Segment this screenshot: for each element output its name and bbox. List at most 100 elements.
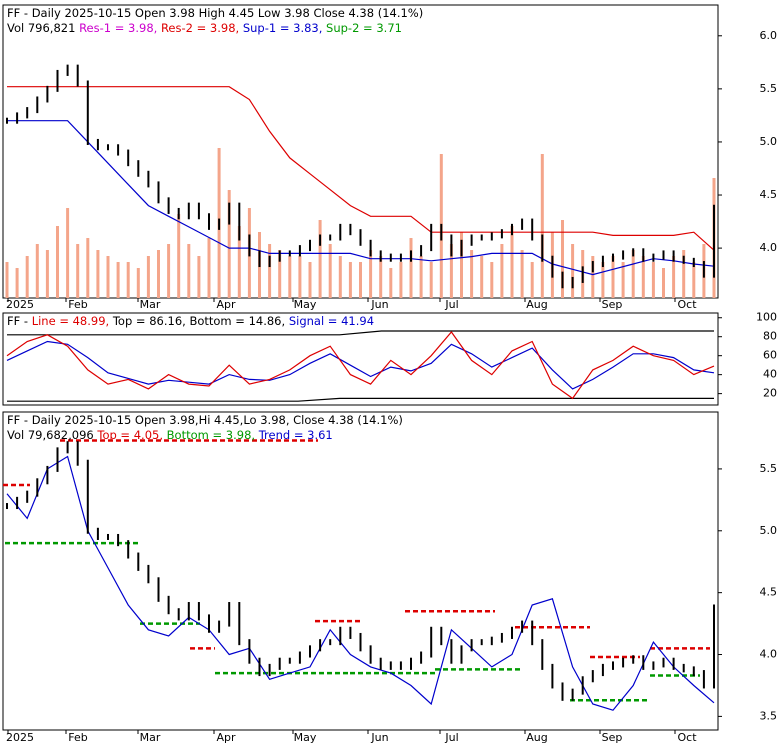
- header: Vol 796,821 Res-1 = 3.98, Res-2 = 3.98, …: [7, 21, 402, 35]
- panel-frame: [2, 4, 719, 299]
- volume-bar: [76, 244, 80, 298]
- x-tick-label: Aug: [526, 298, 547, 311]
- volume-bar: [641, 256, 645, 298]
- volume-bar: [480, 256, 484, 298]
- x-tick-label: Jun: [370, 298, 388, 311]
- volume-bar: [56, 226, 59, 298]
- indicator-line: [7, 330, 714, 336]
- y-tick-label: 60: [763, 349, 777, 362]
- header-item: FF - Daily 2025-10-15 Open 3.98,Hi 4.45,…: [7, 413, 403, 427]
- x-tick-label: Sep: [602, 298, 623, 311]
- volume-bar: [419, 256, 423, 298]
- volume-bar: [460, 232, 463, 298]
- x-tick-label: Jul: [444, 731, 458, 744]
- y-tick-label: 5.0: [760, 135, 778, 148]
- volume-bar: [449, 244, 453, 298]
- indicator-line: [7, 120, 715, 276]
- header-item: Res-2 = 3.98,: [161, 21, 239, 35]
- volume-bar: [308, 262, 312, 298]
- volume-bar: [470, 250, 474, 298]
- header-item: Vol 796,821: [7, 21, 75, 35]
- volume-bar: [348, 262, 352, 298]
- header-item: Top = 4.05,: [96, 428, 163, 442]
- volume-bar: [278, 250, 282, 298]
- x-tick-label: Mar: [140, 298, 161, 311]
- volume-bar: [540, 154, 544, 298]
- volume-bar: [662, 268, 665, 298]
- x-tick-label: Apr: [216, 731, 236, 744]
- x-tick-label: Aug: [526, 731, 547, 744]
- x-tick-label: Jun: [370, 731, 388, 744]
- y-tick-label: 3.5: [760, 709, 778, 722]
- y-tick-label: 5.5: [760, 462, 778, 475]
- y-tick-label: 6.0: [760, 29, 778, 42]
- panel-frame: [2, 411, 719, 731]
- volume-bar: [177, 214, 181, 298]
- header-item: Trend = 3.61: [258, 428, 333, 442]
- volume-bar: [5, 262, 9, 298]
- volume-bar: [631, 250, 635, 298]
- x-tick-label: Sep: [602, 731, 623, 744]
- header-item: FF - Daily 2025-10-15 Open 3.98 High 4.4…: [7, 6, 423, 20]
- y-tick-label: 80: [763, 330, 777, 343]
- y-tick-label: 4.5: [760, 188, 778, 201]
- indicator-line: [7, 86, 715, 251]
- header-item: Bottom = 3.98,: [167, 428, 255, 442]
- x-tick-label: May: [294, 298, 317, 311]
- volume-bar: [429, 262, 433, 298]
- header-item: FF -: [7, 314, 32, 328]
- volume-bar: [621, 262, 625, 298]
- volume-bar: [369, 250, 373, 298]
- volume-bar: [227, 190, 231, 298]
- volume-bar: [237, 226, 241, 298]
- volume-bar: [66, 208, 70, 298]
- volume-bar: [672, 256, 676, 298]
- y-tick-label: 20: [763, 387, 777, 400]
- volume-bar: [500, 244, 504, 298]
- x-tick-label: 2025: [6, 731, 34, 744]
- volume-bar: [207, 238, 211, 298]
- y-tick-label: 4.5: [760, 586, 778, 599]
- volume-bar: [571, 244, 575, 298]
- header-item: Bottom = 14.86,: [189, 314, 285, 328]
- x-tick-label: Mar: [140, 731, 161, 744]
- volume-bar: [409, 238, 413, 298]
- volume-bar: [15, 268, 19, 298]
- header: FF - Line = 48.99, Top = 86.16, Bottom =…: [7, 314, 374, 328]
- volume-bar: [601, 262, 605, 298]
- indicator-line: [6, 455, 715, 711]
- volume-bar: [338, 256, 342, 298]
- volume-bar: [106, 256, 110, 298]
- y-tick-label: 4.0: [760, 241, 778, 254]
- y-tick-label: 5.0: [760, 524, 778, 537]
- volume-bar: [561, 220, 564, 298]
- volume-bar: [187, 244, 191, 298]
- y-tick-label: 5.5: [760, 82, 778, 95]
- volume-bar: [157, 250, 160, 298]
- volume-bar: [399, 262, 403, 298]
- volume-bar: [651, 262, 655, 298]
- x-tick-label: Feb: [68, 731, 87, 744]
- panel-frame: [2, 312, 719, 406]
- x-tick-label: May: [294, 731, 317, 744]
- indicator-line: [7, 397, 714, 402]
- x-tick-label: Jul: [444, 298, 458, 311]
- header-item: Signal = 41.94: [289, 314, 374, 328]
- header: FF - Daily 2025-10-15 Open 3.98,Hi 4.45,…: [7, 413, 403, 427]
- volume-bar: [197, 256, 201, 298]
- header-item: Res-1 = 3.98,: [79, 21, 157, 35]
- indicator-line: [6, 331, 715, 400]
- header-item: Sup-2 = 3.71: [326, 21, 402, 35]
- volume-bar: [611, 256, 615, 298]
- volume-bar: [146, 256, 150, 298]
- volume-bar: [591, 256, 595, 298]
- header-item: Sup-1 = 3.83,: [243, 21, 323, 35]
- volume-bar: [126, 262, 130, 298]
- volume-bar: [96, 250, 100, 298]
- volume-bar: [379, 256, 383, 298]
- x-tick-label: Feb: [68, 298, 87, 311]
- volume-bar: [86, 238, 90, 298]
- volume-bar: [298, 256, 302, 298]
- volume-bar: [359, 262, 362, 298]
